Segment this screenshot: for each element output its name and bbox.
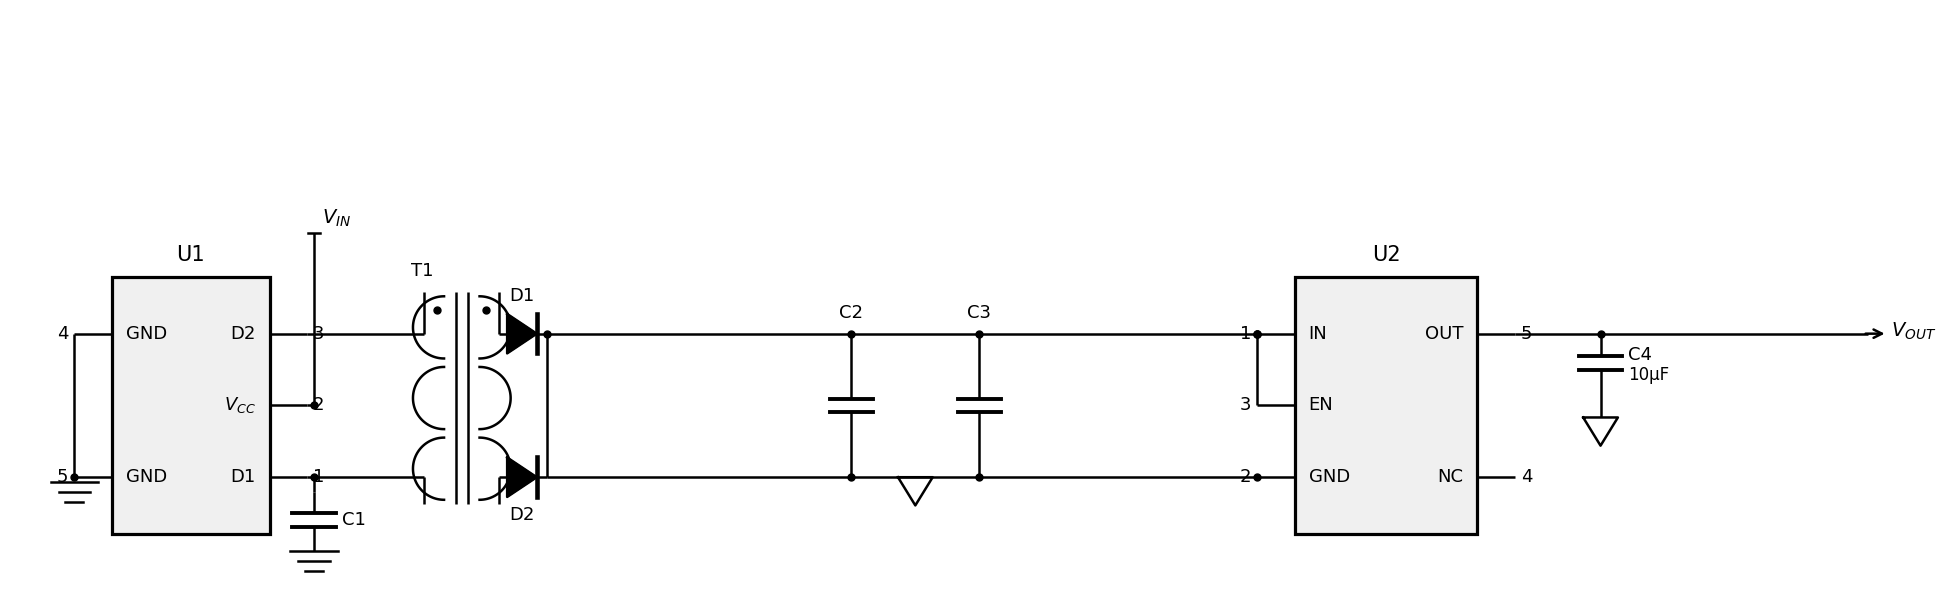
Bar	[111, 277, 270, 533]
Text: D1: D1	[231, 468, 256, 486]
Text: 4: 4	[1519, 468, 1531, 486]
Text: 4: 4	[57, 324, 68, 343]
Text: C4: C4	[1627, 346, 1652, 364]
Text: 3: 3	[1239, 397, 1251, 414]
Text: 5: 5	[57, 468, 68, 486]
Polygon shape	[506, 314, 536, 353]
Text: NC: NC	[1437, 468, 1462, 486]
Text: U1: U1	[176, 246, 205, 265]
Text: GND: GND	[125, 468, 166, 486]
Text: $V_{IN}$: $V_{IN}$	[323, 208, 350, 229]
Text: $V_{CC}$: $V_{CC}$	[223, 395, 256, 416]
Text: 2: 2	[313, 397, 325, 414]
Text: GND: GND	[1308, 468, 1349, 486]
Text: IN: IN	[1308, 324, 1327, 343]
Text: EN: EN	[1308, 397, 1333, 414]
Text: 1: 1	[1239, 324, 1251, 343]
Polygon shape	[506, 458, 536, 497]
Text: C2: C2	[839, 304, 862, 322]
Text: 3: 3	[313, 324, 325, 343]
Text: C3: C3	[968, 304, 991, 322]
Text: 5: 5	[1519, 324, 1531, 343]
Text: 2: 2	[1239, 468, 1251, 486]
Text: D2: D2	[508, 506, 534, 524]
Bar	[1294, 277, 1476, 533]
Text: 10μF: 10μF	[1627, 366, 1668, 384]
Text: D1: D1	[508, 287, 534, 305]
Text: $V_{OUT}$: $V_{OUT}$	[1890, 321, 1935, 342]
Text: T1: T1	[411, 262, 434, 280]
Text: C1: C1	[342, 511, 366, 529]
Text: 1: 1	[313, 468, 325, 486]
Text: D2: D2	[231, 324, 256, 343]
Text: OUT: OUT	[1425, 324, 1462, 343]
Text: U2: U2	[1370, 246, 1400, 265]
Text: GND: GND	[125, 324, 166, 343]
